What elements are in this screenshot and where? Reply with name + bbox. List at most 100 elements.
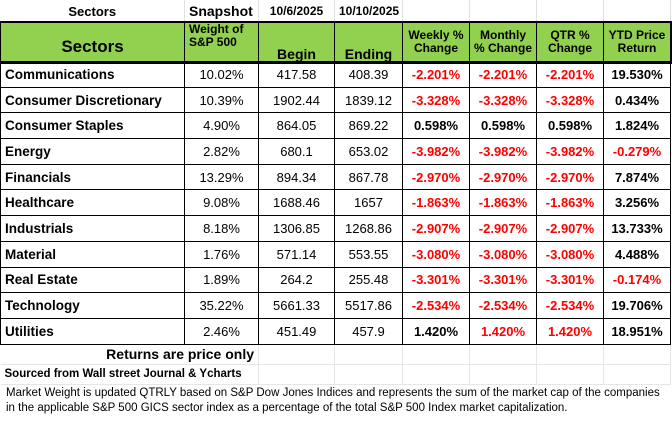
- weight-cell: 35.22%: [184, 292, 259, 319]
- header-qtr: QTR % Change: [536, 22, 604, 62]
- weight-cell: 4.90%: [184, 112, 259, 140]
- ending-value-cell: 1657: [334, 189, 403, 217]
- ending-value-cell: 457.9: [334, 317, 403, 345]
- sector-name-cell: Material: [0, 240, 185, 268]
- header-weight: Weight of S&P 500: [184, 22, 259, 62]
- monthly-change-cell: -3.328%: [469, 86, 537, 114]
- ytd-return-cell: 3.256%: [603, 189, 671, 217]
- weekly-change-cell: 1.420%: [402, 317, 470, 345]
- ytd-return-cell: 1.824%: [603, 112, 671, 140]
- begin-value-cell: 5661.33: [258, 292, 335, 319]
- qtr-change-cell: -2.907%: [536, 215, 604, 242]
- weight-cell: 8.18%: [184, 215, 259, 242]
- qtr-change-cell: -2.534%: [536, 292, 604, 319]
- source-row: Sourced from Wall street Journal & Ychar…: [0, 364, 671, 385]
- weekly-change-cell: -2.534%: [402, 292, 470, 319]
- monthly-change-cell: 1.420%: [469, 317, 537, 345]
- ending-value-cell: 5517.86: [334, 292, 403, 319]
- weight-cell: 2.46%: [184, 317, 259, 345]
- qtr-change-cell: 0.598%: [536, 112, 604, 140]
- monthly-change-cell: -1.863%: [469, 189, 537, 217]
- header-ytd: YTD Price Return: [603, 22, 671, 62]
- qtr-change-cell: -1.863%: [536, 189, 604, 217]
- sector-name-cell: Real Estate: [0, 266, 185, 294]
- ending-value-cell: 553.55: [334, 240, 403, 268]
- monthly-change-cell: -2.534%: [469, 292, 537, 319]
- weekly-change-cell: -3.982%: [402, 138, 470, 165]
- ytd-return-cell: 19.706%: [603, 292, 671, 319]
- weight-cell: 9.08%: [184, 189, 259, 217]
- sector-name-cell: Technology: [0, 292, 185, 319]
- header-weekly: Weekly % Change: [402, 22, 470, 62]
- sector-name-cell: Energy: [0, 138, 185, 165]
- begin-value-cell: 1688.46: [258, 189, 335, 217]
- begin-date: 10/6/2025: [258, 0, 335, 23]
- weekly-change-cell: -3.328%: [402, 86, 470, 114]
- snapshot-label: Snapshot: [184, 0, 259, 23]
- table-row: Healthcare 9.08% 1688.46 1657 -1.863% -1.863%…: [0, 189, 671, 217]
- qtr-change-cell: -3.982%: [536, 138, 604, 165]
- ending-value-cell: 408.39: [334, 61, 403, 88]
- qtr-change-cell: -2.201%: [536, 61, 604, 88]
- sector-name-cell: Communications: [0, 61, 185, 88]
- sector-name-cell: Consumer Staples: [0, 112, 185, 140]
- sector-name-cell: Utilities: [0, 317, 185, 345]
- monthly-change-cell: -2.907%: [469, 215, 537, 242]
- ending-value-cell: 869.22: [334, 112, 403, 140]
- title-row: Sectors Snapshot 10/6/2025 10/10/2025: [0, 0, 671, 23]
- sector-table-sheet: Sectors Snapshot 10/6/2025 10/10/2025 Se…: [0, 0, 672, 385]
- monthly-change-cell: -2.201%: [469, 61, 537, 88]
- sector-table: Sectors Snapshot 10/6/2025 10/10/2025 Se…: [0, 0, 672, 385]
- weekly-change-cell: -2.907%: [402, 215, 470, 242]
- monthly-change-cell: -2.970%: [469, 163, 537, 191]
- qtr-change-cell: 1.420%: [536, 317, 604, 345]
- ytd-return-cell: 0.434%: [603, 86, 671, 114]
- begin-value-cell: 680.1: [258, 138, 335, 165]
- table-row: Real Estate 1.89% 264.2 255.48 -3.301% -3.301…: [0, 266, 671, 294]
- header-monthly: Monthly % Change: [469, 22, 537, 62]
- weekly-change-cell: -2.201%: [402, 61, 470, 88]
- begin-value-cell: 571.14: [258, 240, 335, 268]
- table-row: Communications 10.02% 417.58 408.39 -2.201% -…: [0, 61, 671, 88]
- header-ending: Ending: [334, 22, 403, 62]
- ending-value-cell: 1839.12: [334, 86, 403, 114]
- monthly-change-cell: -3.982%: [469, 138, 537, 165]
- begin-value-cell: 1306.85: [258, 215, 335, 242]
- qtr-change-cell: -2.970%: [536, 163, 604, 191]
- table-row: Industrials 8.18% 1306.85 1268.86 -2.907% -2.…: [0, 215, 671, 242]
- sector-name-cell: Consumer Discretionary: [0, 86, 185, 114]
- weight-cell: 10.02%: [184, 61, 259, 88]
- weekly-change-cell: -2.970%: [402, 163, 470, 191]
- begin-value-cell: 417.58: [258, 61, 335, 88]
- table-row: Financials 13.29% 894.34 867.78 -2.970% -2.97…: [0, 163, 671, 191]
- begin-value-cell: 1902.44: [258, 86, 335, 114]
- ending-value-cell: 867.78: [334, 163, 403, 191]
- returns-note-row: Returns are price only: [0, 344, 671, 365]
- qtr-change-cell: -3.080%: [536, 240, 604, 268]
- ytd-return-cell: -0.174%: [603, 266, 671, 294]
- weight-cell: 1.89%: [184, 266, 259, 294]
- sector-name-cell: Financials: [0, 163, 185, 191]
- table-row: Consumer Staples 4.90% 864.05 869.22 0.598% 0…: [0, 112, 671, 140]
- table-row: Material 1.76% 571.14 553.55 -3.080% -3.080% -…: [0, 240, 671, 268]
- ytd-return-cell: 18.951%: [603, 317, 671, 345]
- market-weight-note: Market Weight is updated QTRLY based on …: [6, 387, 660, 414]
- table-row: Energy 2.82% 680.1 653.02 -3.982% -3.982% -3.9…: [0, 138, 671, 165]
- table-row: Utilities 2.46% 451.49 457.9 1.420% 1.420% 1.4…: [0, 317, 671, 345]
- ytd-return-cell: 19.530%: [603, 61, 671, 88]
- weight-cell: 2.82%: [184, 138, 259, 165]
- end-date: 10/10/2025: [334, 0, 403, 23]
- weekly-change-cell: 0.598%: [402, 112, 470, 140]
- table-body: Communications 10.02% 417.58 408.39 -2.201% -…: [0, 61, 671, 345]
- weekly-change-cell: -3.301%: [402, 266, 470, 294]
- source-note: Sourced from Wall street Journal & Ychar…: [0, 364, 259, 385]
- weight-cell: 1.76%: [184, 240, 259, 268]
- header-row: Sectors Weight of S&P 500 Begin Ending W…: [0, 20, 672, 64]
- weight-cell: 13.29%: [184, 163, 259, 191]
- ytd-return-cell: -0.279%: [603, 138, 671, 165]
- begin-value-cell: 264.2: [258, 266, 335, 294]
- ending-value-cell: 1268.86: [334, 215, 403, 242]
- monthly-change-cell: 0.598%: [469, 112, 537, 140]
- header-begin: Begin: [258, 22, 335, 62]
- monthly-change-cell: -3.301%: [469, 266, 537, 294]
